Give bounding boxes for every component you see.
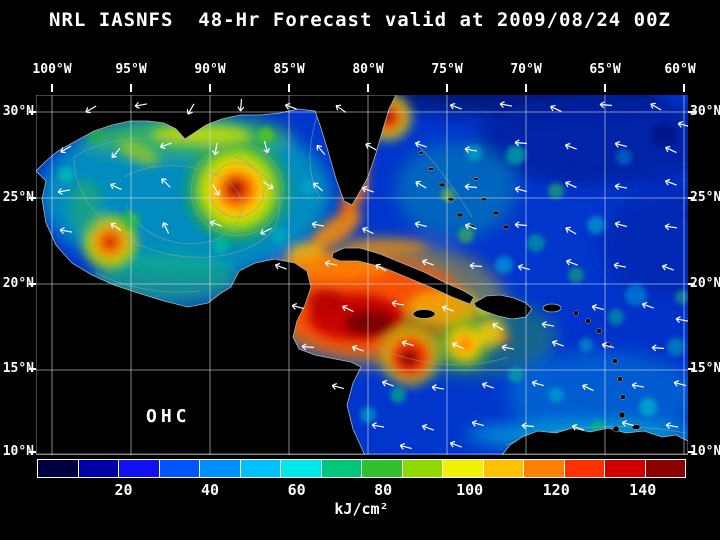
- colorbar-tick-row: 20 40 60 80 100 120 140: [37, 481, 686, 499]
- lon-axis-label: 75°W: [431, 62, 463, 77]
- land-hispaniola: [473, 294, 533, 320]
- colorbar-tick-label: 120: [542, 481, 570, 499]
- lat-axis-tick: [29, 197, 36, 199]
- lat-axis-label-right: 10°N: [690, 444, 720, 459]
- lat-axis-tick: [688, 368, 695, 370]
- lon-axis-tick: [288, 84, 290, 92]
- ohc-region-label: OHC: [146, 406, 191, 427]
- land-mexico-central-america: [36, 170, 366, 455]
- colorbar-segment: [402, 460, 443, 477]
- colorbar-segment: [78, 460, 119, 477]
- colorbar-segment: [483, 460, 524, 477]
- lon-axis-tick: [130, 84, 132, 92]
- lat-axis-tick: [29, 368, 36, 370]
- lon-axis-tick: [367, 84, 369, 92]
- lon-axis-label: 85°W: [273, 62, 305, 77]
- colorbar-segment: [38, 460, 79, 477]
- land-mask: [36, 95, 688, 455]
- lon-axis-tick: [51, 84, 53, 92]
- lon-axis-tick: [525, 84, 527, 92]
- colorbar-segment: [362, 460, 403, 477]
- colorbar-tick-label: 140: [629, 481, 657, 499]
- map-canvas: [36, 95, 688, 455]
- colorbar-segment: [200, 460, 241, 477]
- colorbar-segment: [159, 460, 200, 477]
- colorbar-segment: [564, 460, 605, 477]
- grid-lines: [36, 95, 688, 455]
- colorbar-segment: [321, 460, 362, 477]
- lat-axis-tick: [29, 451, 36, 453]
- colorbar-tick-label: 100: [456, 481, 484, 499]
- lon-axis-tick: [209, 84, 211, 92]
- lat-axis-tick: [688, 111, 695, 113]
- lat-axis-tick: [688, 451, 695, 453]
- lat-axis-label-left: 25°N: [2, 190, 34, 205]
- colorbar-segment: [119, 460, 160, 477]
- lat-axis-label-left: 10°N: [2, 444, 34, 459]
- lon-axis-label: 100°W: [32, 62, 72, 77]
- lat-axis-label-left: 15°N: [2, 361, 34, 376]
- lon-axis-label: 80°W: [352, 62, 384, 77]
- land-puerto-rico: [542, 303, 562, 313]
- colorbar-segment: [443, 460, 484, 477]
- colorbar-unit-label: kJ/cm²: [334, 500, 389, 518]
- colorbar-segment: [281, 460, 322, 477]
- colorbar-segment: [605, 460, 646, 477]
- lon-axis-tick: [446, 84, 448, 92]
- colorbar-segment: [240, 460, 281, 477]
- colorbar: [37, 459, 686, 478]
- lat-axis-label-left: 30°N: [2, 104, 34, 119]
- lat-axis-label-right: 20°N: [690, 276, 720, 291]
- lat-axis-label-right: 15°N: [690, 361, 720, 376]
- colorbar-tick-label: 40: [201, 481, 220, 499]
- lat-axis-label-left: 20°N: [2, 276, 34, 291]
- lon-axis-label: 60°W: [664, 62, 696, 77]
- land-bahamas-antilles: [418, 151, 641, 433]
- lon-axis-tick: [683, 84, 685, 92]
- lat-axis-tick: [688, 283, 695, 285]
- lon-axis-label: 70°W: [510, 62, 542, 77]
- colorbar-segment: [645, 460, 685, 477]
- lat-axis-tick: [688, 197, 695, 199]
- lat-axis-label-right: 25°N: [690, 190, 720, 205]
- colorbar-tick-label: 80: [374, 481, 393, 499]
- colorbar-tick-label: 20: [114, 481, 133, 499]
- lon-axis-label: 65°W: [589, 62, 621, 77]
- lon-axis-tick: [604, 84, 606, 92]
- lat-axis-label-right: 30°N: [690, 104, 720, 119]
- land-north-america: [36, 95, 397, 206]
- plot-title: NRL IASNFS 48-Hr Forecast valid at 2009/…: [49, 9, 671, 31]
- lon-axis-label: 95°W: [115, 62, 147, 77]
- lon-axis-label: 90°W: [194, 62, 226, 77]
- colorbar-tick-label: 60: [287, 481, 306, 499]
- lat-axis-tick: [29, 111, 36, 113]
- land-jamaica: [412, 309, 436, 319]
- colorbar-segment: [524, 460, 565, 477]
- lat-axis-tick: [29, 283, 36, 285]
